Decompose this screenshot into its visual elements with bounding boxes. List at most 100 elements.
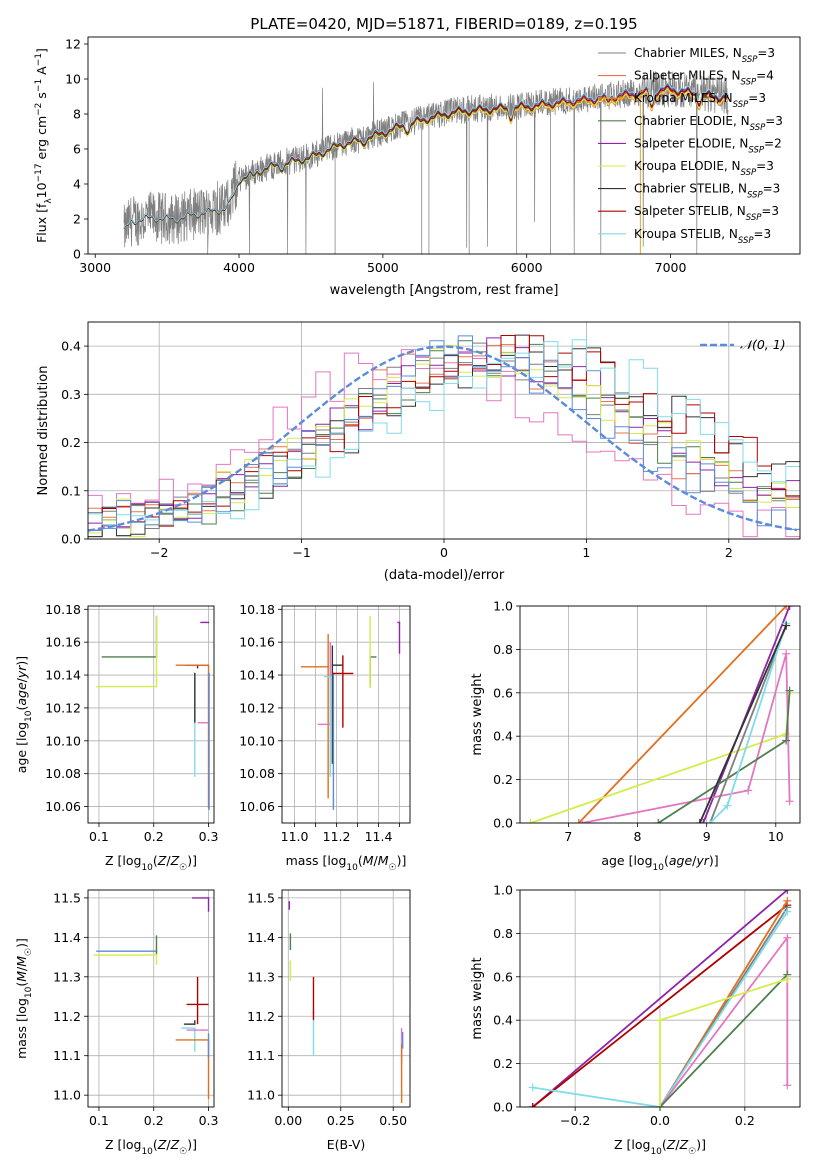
y-tick-label: 0.2 xyxy=(493,1056,513,1071)
y-tick-label: 11.2 xyxy=(247,1009,275,1024)
mass-vs-Z-x-label-part: ☉ xyxy=(179,1147,187,1157)
data-point xyxy=(289,948,292,950)
age-vs-mass-x-label-part: M xyxy=(363,853,374,868)
mass-weight-vs-Z-x-label-part: 10 xyxy=(650,1147,662,1157)
mass-vs-Z-axes: 0.1 0.2 0.3 11.0 11.1 11.2 11.3 11.4 11.5 xyxy=(53,890,218,1128)
y-tick-label: 11.4 xyxy=(53,930,81,945)
mass-weight-vs-age-x-label-part: age [log xyxy=(601,853,652,868)
data-point xyxy=(208,672,210,675)
y-tick-label: 10.14 xyxy=(239,668,275,683)
legend-label-part: Kroupa STELIB, N xyxy=(634,227,738,241)
mass-vs-Z-y-label-part: / xyxy=(14,966,29,971)
age-vs-mass-axes: 11.0 11.2 11.4 10.06 10.08 10.10 10.12 10.14 10.… xyxy=(239,602,410,844)
spectrum-y-label-part: A xyxy=(34,66,49,79)
legend-label-part: SSP xyxy=(746,213,762,223)
data-point xyxy=(400,1074,403,1077)
legend-label-part: =3 xyxy=(757,46,775,60)
x-tick-label: 0.2 xyxy=(735,1113,755,1128)
x-tick-label: 11.4 xyxy=(365,829,393,844)
mass-vs-Z-y-label-part: ☉ xyxy=(24,948,34,956)
age-vs-mass-x-label-part: / xyxy=(374,853,379,868)
legend-label-part: Kroupa MILES, N xyxy=(634,91,733,105)
data-point xyxy=(202,721,204,724)
histogram-step-line xyxy=(88,334,800,538)
mass-weight-line xyxy=(532,904,788,1107)
age-vs-Z-x-label-part: Z xyxy=(170,853,180,868)
model-spectrum-line xyxy=(123,82,729,229)
data-point xyxy=(331,664,334,666)
x-tick-label: 0.1 xyxy=(89,829,109,844)
legend-label-part: SSP xyxy=(741,78,757,88)
legend-label-part: =3 xyxy=(756,159,774,173)
residual-y-label: Normed distribution xyxy=(36,366,51,496)
histogram-step-line xyxy=(88,335,800,531)
y-tick-label: 11.3 xyxy=(53,969,81,984)
mass-weight-vs-Z-x-label-part: )] xyxy=(696,1137,706,1152)
legend-label-part: =3 xyxy=(754,227,772,241)
spectrum-y-label: Flux [fλ10−17 erg cm−2 s−1 A−1] xyxy=(34,48,54,243)
legend-label-part: =4 xyxy=(756,69,774,83)
y-tick-label: 0.4 xyxy=(493,729,513,744)
data-point xyxy=(155,954,158,956)
legend-label-part: SSP xyxy=(750,123,766,133)
legend-label-part: Salpeter MILES, N xyxy=(634,69,741,83)
age-vs-Z-axes: 0.1 0.2 0.3 10.06 10.08 10.10 10.12 10.14 10.16 1… xyxy=(45,602,218,844)
legend-label-part: SSP xyxy=(748,145,764,155)
age-vs-mass-x-label-part: mass [log xyxy=(286,853,347,868)
residual-histogram-frame xyxy=(87,321,801,540)
mass-weight-vs-Z-x-label-part: Z xyxy=(666,1137,676,1152)
mass-weight-vs-age-x-label: age [log10(age/yr)] xyxy=(601,853,718,873)
y-tick-label: 0.2 xyxy=(61,435,81,450)
age-vs-Z-y-label-part: / xyxy=(14,677,29,682)
legend-label-part: SSP xyxy=(733,100,749,110)
mass-vs-Z-y-label-part: ( xyxy=(14,982,29,987)
legend-label: Kroupa MILES, NSSP=3 xyxy=(634,91,766,110)
legend-label-part: SSP xyxy=(741,168,757,178)
data-point xyxy=(342,672,344,675)
age-vs-Z-y-label-part: ( xyxy=(14,706,29,711)
mass-vs-Z-y-label-part: 10 xyxy=(24,986,34,998)
x-tick-label: 2 xyxy=(725,545,733,560)
legend-label: Chabrier ELODIE, NSSP=3 xyxy=(634,114,783,133)
legend-label: Salpeter MILES, NSSP=4 xyxy=(634,69,774,88)
y-tick-label: 0.4 xyxy=(61,339,81,354)
spectrum-y-label-part: −2 xyxy=(34,103,44,116)
y-tick-label: 11.3 xyxy=(247,969,275,984)
x-tick-label: 11.2 xyxy=(323,829,351,844)
y-tick-label: 12 xyxy=(65,37,81,52)
age-vs-Z-y-label-part: 10 xyxy=(24,710,34,722)
x-tick-label: 5000 xyxy=(367,260,399,275)
data-point xyxy=(289,960,292,962)
mass-weight-line xyxy=(659,973,788,1107)
legend-label-part: Salpeter ELODIE, N xyxy=(634,136,748,150)
mass-vs-Z-x-label-part: Z xyxy=(157,1137,167,1152)
y-tick-label: 11.0 xyxy=(247,1088,275,1103)
y-tick-label: 11.4 xyxy=(247,930,275,945)
x-tick-label: −0.2 xyxy=(560,1113,590,1128)
mass-weight-vs-age-x-label-part: ( xyxy=(664,853,669,868)
mass-weight-line xyxy=(582,653,791,823)
legend-label-part: Chabrier STELIB, N xyxy=(634,182,747,196)
x-tick-label: −1 xyxy=(292,545,310,560)
age-vs-Z-y-label-part: age xyxy=(14,682,29,706)
spectrum-y-label-part: λ xyxy=(44,198,54,204)
mass-weight-vs-age-y-label: mass weight xyxy=(470,673,485,755)
y-tick-label: 10.06 xyxy=(239,799,275,814)
age-vs-Z-x-label-part: Z [log xyxy=(105,853,141,868)
mass-vs-EBV-plot xyxy=(288,901,404,1104)
age-vs-Z-x-label-part: )] xyxy=(187,853,197,868)
y-tick-label: 0.2 xyxy=(493,772,513,787)
data-point xyxy=(202,1029,204,1031)
histogram-step-line xyxy=(88,335,800,531)
age-vs-Z-frame xyxy=(87,605,215,824)
y-tick-label: 0.0 xyxy=(493,816,513,831)
y-tick-label: 6 xyxy=(73,142,81,157)
data-point xyxy=(196,1003,199,1006)
mass-weight-vs-Z-x-label-part: / xyxy=(675,1137,680,1152)
spectrum-y-label-part: Flux [f xyxy=(34,203,49,243)
x-tick-label: 0.50 xyxy=(379,1113,407,1128)
mass-weight-vs-age-x-label-part: )] xyxy=(709,853,719,868)
data-point xyxy=(398,621,401,624)
age-vs-Z-y-label-part: yr xyxy=(14,665,29,679)
mass-weight-vs-Z-y-label: mass weight xyxy=(470,957,485,1039)
